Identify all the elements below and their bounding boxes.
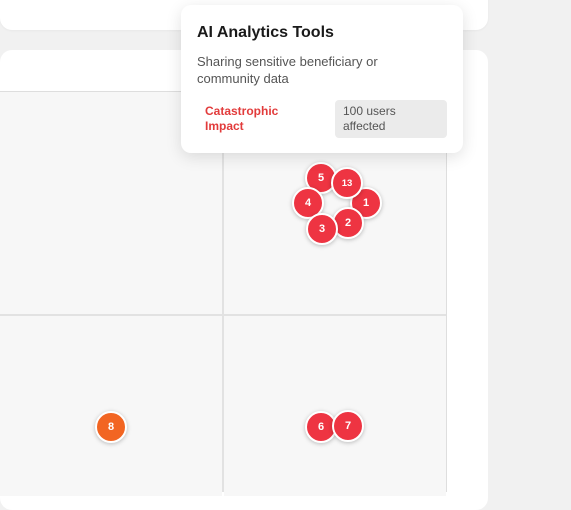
risk-marker-6[interactable]: 6 bbox=[305, 411, 337, 443]
matrix-cell-bottom-right bbox=[224, 316, 446, 496]
tooltip-description: Sharing sensitive beneficiary or communi… bbox=[197, 54, 378, 86]
risk-marker-8[interactable]: 8 bbox=[95, 411, 127, 443]
matrix-edge-right bbox=[446, 92, 447, 492]
risk-marker-2[interactable]: 2 bbox=[332, 207, 364, 239]
users-affected-badge: 100 users affected bbox=[335, 100, 447, 138]
risk-marker-7[interactable]: 7 bbox=[332, 410, 364, 442]
risk-marker-3[interactable]: 3 bbox=[306, 213, 338, 245]
matrix-cell-bottom-left bbox=[0, 316, 222, 496]
tooltip-title: AI Analytics Tools bbox=[197, 24, 334, 41]
risk-marker-13[interactable]: 13 bbox=[331, 167, 363, 199]
matrix-divider-vertical bbox=[222, 92, 224, 492]
tooltip-meta-row: Catastrophic Impact 100 users affected bbox=[197, 100, 447, 138]
matrix-divider-horizontal bbox=[0, 314, 446, 316]
impact-label: Catastrophic Impact bbox=[205, 104, 279, 133]
risk-tooltip: AI Analytics Tools Sharing sensitive ben… bbox=[181, 5, 463, 153]
